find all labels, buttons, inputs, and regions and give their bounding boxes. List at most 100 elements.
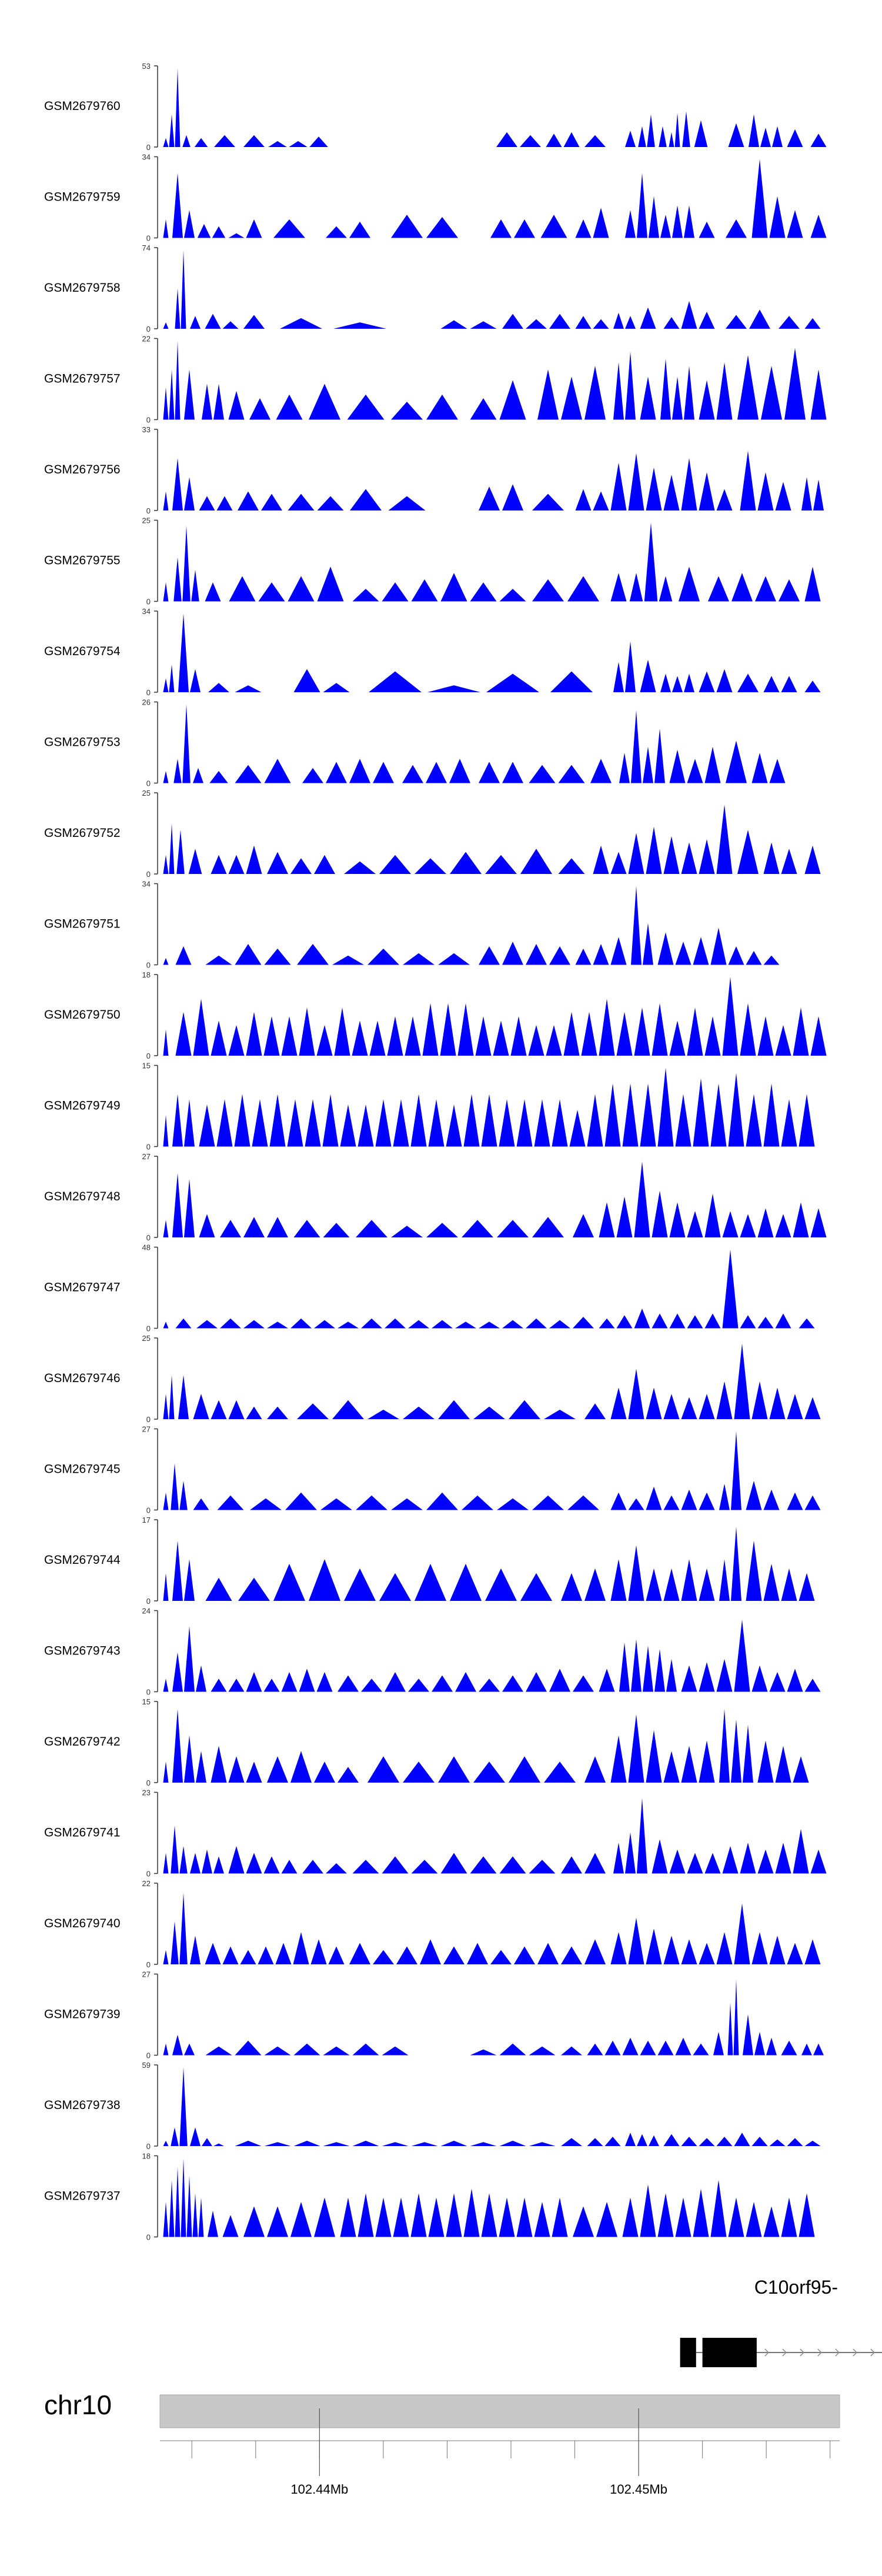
axis-tick-label: 102.44Mb [290, 2482, 348, 2497]
coverage-area [160, 1709, 813, 1783]
track-label: GSM2679759 [44, 191, 121, 204]
track-label: GSM2679741 [44, 1826, 121, 1840]
track-label: GSM2679746 [44, 1372, 121, 1385]
track-label: GSM2679752 [44, 826, 121, 840]
coverage-area [160, 1893, 824, 1964]
y-max-label: 27 [142, 1425, 151, 1434]
coverage-area [160, 2067, 824, 2146]
axis-tick-label: 102.45Mb [610, 2482, 667, 2497]
track-GSM2679749: GSM2679749 15 0 [44, 1062, 818, 1152]
y-max-label: 48 [142, 1243, 151, 1252]
coverage-area [160, 805, 824, 874]
track-GSM2679751: GSM2679751 34 0 [44, 880, 783, 970]
y-max-label: 27 [142, 1152, 151, 1161]
track-GSM2679745: GSM2679745 27 0 [44, 1425, 824, 1515]
y-max-label: 23 [142, 1788, 151, 1797]
y-max-label: 15 [142, 1697, 151, 1706]
coverage-area [160, 2158, 818, 2237]
coverage-area [160, 977, 830, 1056]
track-label: GSM2679745 [44, 1463, 121, 1476]
y-max-label: 22 [142, 335, 151, 343]
track-GSM2679742: GSM2679742 15 0 [44, 1697, 813, 1787]
strand-chevron [853, 2348, 857, 2357]
y-min-label: 0 [146, 234, 151, 243]
gene-track: C10orf95- [680, 2277, 882, 2367]
strand-chevron [870, 2348, 875, 2357]
gene-exon [680, 2338, 696, 2367]
coverage-area [160, 1343, 824, 1419]
track-label: GSM2679751 [44, 917, 121, 931]
track-GSM2679739: GSM2679739 27 0 [44, 1970, 830, 2060]
coverage-area [160, 250, 824, 329]
track-label: GSM2679747 [44, 1281, 121, 1294]
y-min-label: 0 [146, 1324, 151, 1333]
track-GSM2679756: GSM2679756 33 0 [44, 425, 830, 515]
y-min-label: 0 [146, 143, 151, 152]
track-GSM2679747: GSM2679747 48 0 [44, 1243, 818, 1333]
y-min-label: 0 [146, 1960, 151, 1969]
gene-model [680, 2338, 882, 2367]
y-max-label: 15 [142, 1062, 151, 1070]
y-max-label: 25 [142, 789, 151, 798]
y-max-label: 17 [142, 1516, 151, 1524]
y-max-label: 33 [142, 425, 151, 434]
track-label: GSM2679742 [44, 1735, 121, 1749]
track-label: GSM2679753 [44, 736, 121, 749]
coverage-area [160, 1431, 824, 1510]
track-label: GSM2679739 [44, 2008, 121, 2021]
coverage-area [160, 1162, 830, 1237]
y-min-label: 0 [146, 1688, 151, 1697]
y-min-label: 0 [146, 1415, 151, 1424]
track-label: GSM2679748 [44, 1190, 121, 1203]
track-GSM2679754: GSM2679754 34 0 [44, 607, 824, 697]
track-GSM2679759: GSM2679759 34 0 [44, 153, 830, 243]
track-GSM2679755: GSM2679755 25 0 [44, 516, 824, 606]
track-label: GSM2679743 [44, 1644, 121, 1658]
y-max-label: 25 [142, 516, 151, 525]
y-min-label: 0 [146, 1143, 151, 1152]
track-GSM2679743: GSM2679743 24 0 [44, 1607, 824, 1697]
track-GSM2679758: GSM2679758 74 0 [44, 243, 824, 333]
track-label: GSM2679758 [44, 281, 121, 295]
gene-exon [702, 2338, 757, 2367]
track-GSM2679753: GSM2679753 26 0 [44, 698, 789, 788]
chromosome-label: chr10 [44, 2390, 112, 2420]
strand-chevron [817, 2348, 822, 2357]
track-label: GSM2679760 [44, 99, 121, 113]
y-min-label: 0 [146, 325, 151, 333]
track-GSM2679750: GSM2679750 18 0 [44, 970, 830, 1060]
track-GSM2679738: GSM2679738 59 0 [44, 2061, 824, 2151]
coverage-area [160, 341, 830, 420]
coverage-area [160, 159, 830, 238]
track-GSM2679748: GSM2679748 27 0 [44, 1152, 830, 1242]
ideogram-track: chr10 102.44Mb 102.45Mb [44, 2390, 840, 2497]
y-min-label: 0 [146, 1052, 151, 1060]
track-label: GSM2679740 [44, 1917, 121, 1930]
y-min-label: 0 [146, 688, 151, 697]
track-label: GSM2679754 [44, 645, 121, 658]
strand-chevron [782, 2348, 787, 2357]
y-max-label: 59 [142, 2061, 151, 2070]
track-GSM2679760: GSM2679760 53 0 [44, 62, 830, 152]
track-GSM2679741: GSM2679741 23 0 [44, 1788, 830, 1878]
track-label: GSM2679756 [44, 463, 121, 476]
track-GSM2679752: GSM2679752 25 0 [44, 789, 824, 879]
coverage-area [160, 886, 783, 965]
strand-chevron [835, 2348, 840, 2357]
coverage-area [160, 1526, 818, 1601]
track-GSM2679746: GSM2679746 25 0 [44, 1334, 824, 1424]
coverage-area [160, 1249, 818, 1329]
track-GSM2679740: GSM2679740 22 0 [44, 1879, 824, 1969]
y-min-label: 0 [146, 961, 151, 970]
track-GSM2679737: GSM2679737 18 0 [44, 2152, 818, 2242]
genome-axis: 102.44Mb 102.45Mb [160, 2408, 840, 2497]
coverage-area [160, 451, 830, 510]
y-max-label: 26 [142, 698, 151, 707]
coverage-area [160, 1067, 818, 1147]
track-GSM2679744: GSM2679744 17 0 [44, 1516, 818, 1606]
gene-label: C10orf95- [754, 2277, 838, 2298]
y-max-label: 24 [142, 1607, 151, 1616]
y-min-label: 0 [146, 2142, 151, 2151]
track-label: GSM2679744 [44, 1553, 121, 1567]
